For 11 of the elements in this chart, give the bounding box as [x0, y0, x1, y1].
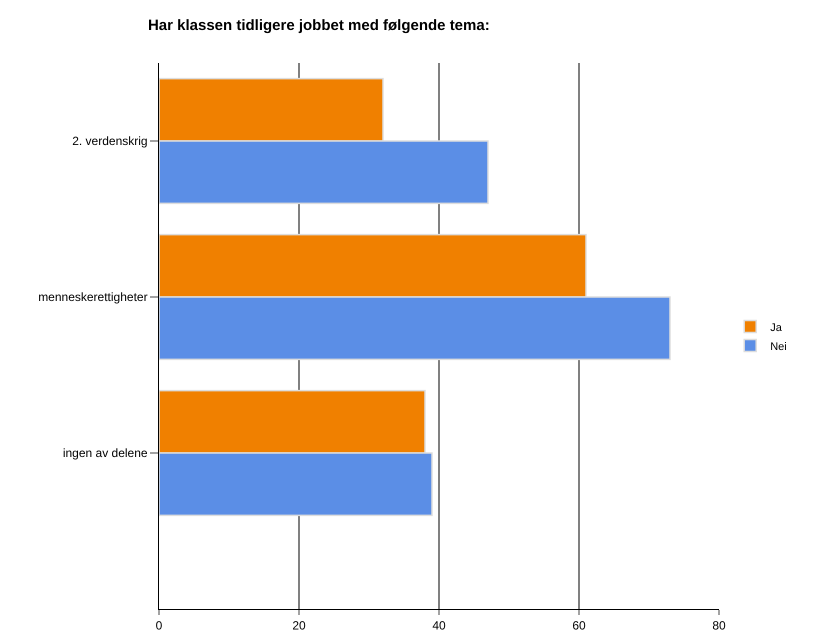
x-tick-label: 40 — [432, 618, 446, 632]
y-tick-label: 2. verdenskrig — [72, 134, 148, 148]
y-tick-label: menneskerettigheter — [38, 290, 148, 304]
x-tick-label: 80 — [712, 618, 726, 632]
legend-label: Ja — [770, 322, 783, 334]
y-tick-label: ingen av delene — [62, 446, 148, 460]
x-tick-label: 60 — [572, 618, 586, 632]
x-tick-label: 0 — [156, 618, 163, 632]
x-tick-label: 20 — [292, 618, 306, 632]
chart-title: Har klassen tidligere jobbet med følgende tema: — [148, 16, 490, 34]
legend-label: Nei — [770, 340, 787, 353]
